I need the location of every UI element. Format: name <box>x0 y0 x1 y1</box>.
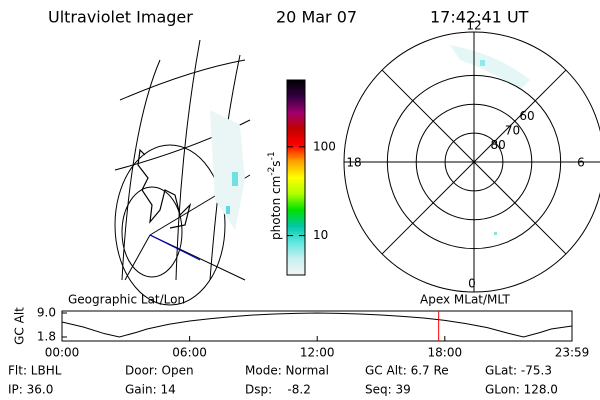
time: 17:42:41 UT <box>430 8 529 27</box>
x-tick-label: 12:00 <box>300 346 335 360</box>
lat-label: 80 <box>490 138 505 152</box>
x-tick-label: 18:00 <box>428 346 463 360</box>
lat-label: 60 <box>519 109 534 123</box>
info-field: GLat: -75.3 <box>485 364 552 378</box>
info-field: Gain: 14 <box>125 383 176 397</box>
exponent: -2 <box>267 167 277 176</box>
x-tick-label: 23:59 <box>555 346 590 360</box>
lat-circle <box>415 103 533 221</box>
polar-plot <box>343 31 600 293</box>
tick-label: 10 <box>313 228 328 242</box>
info-field: IP: 36.0 <box>8 383 53 397</box>
mlt-label: 18 <box>346 156 361 170</box>
info-field: Mode: Normal <box>245 364 329 378</box>
apex-label: Apex MLat/MLT <box>420 293 510 307</box>
info-field: Seq: 39 <box>365 383 411 397</box>
info-field: GC Alt: 6.7 Re <box>365 364 449 378</box>
y-tick-label: 9.0 <box>37 306 56 320</box>
lat-label: 70 <box>505 124 520 138</box>
info-field: Dsp: -8.2 <box>245 383 311 397</box>
info-field: Flt: LBHL <box>8 364 62 378</box>
altitude-line <box>61 312 573 338</box>
mlt-label: 12 <box>466 19 481 33</box>
info-field: Door: Open <box>125 364 194 378</box>
unit: s <box>269 160 283 166</box>
tick-label: 100 <box>313 139 336 153</box>
y-tick-label: 1.8 <box>37 330 56 344</box>
x-tick-label: 06:00 <box>172 346 207 360</box>
colorbar-label: photon cm-2s-1 <box>267 151 283 240</box>
geo-map <box>114 39 251 306</box>
colorbar <box>286 79 306 276</box>
info-field: GLon: 128.0 <box>485 383 558 397</box>
mlt-label: 6 <box>577 156 585 170</box>
exponent: -1 <box>267 151 277 160</box>
x-tick-label: 00:00 <box>45 346 80 360</box>
instrument: Ultraviolet Imager <box>48 8 193 27</box>
lat-circle <box>386 74 562 250</box>
y-label: GC Alt <box>13 307 27 345</box>
mlt-label: 0 <box>468 277 476 291</box>
lat-circle <box>444 132 504 192</box>
date: 20 Mar 07 <box>276 8 357 27</box>
geo-label: Geographic Lat/Lon <box>68 293 185 307</box>
unit: photon cm <box>269 176 283 240</box>
